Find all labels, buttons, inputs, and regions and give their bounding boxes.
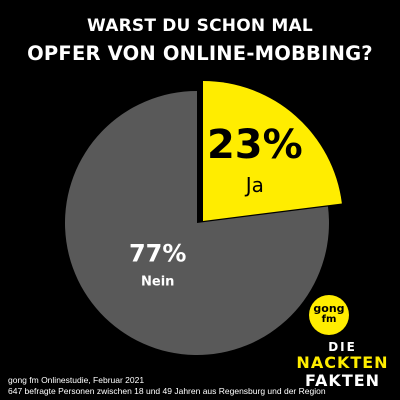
gong-fm-logo: gong fm [309,295,349,335]
gong-logo-text: gong [313,302,345,315]
pie-value-label-ja: 23% [207,122,303,168]
fm-logo-text: fm [321,314,337,325]
footer-source: gong fm Onlinestudie, Februar 2021 [8,375,145,385]
pie-slice-ja [203,81,342,221]
title-line-2: OPFER VON ONLINE-MOBBING? [27,42,373,65]
logo-nackten: NACKTEN [296,353,389,372]
pie-slices [65,81,342,355]
pie-category-label-nein: Nein [141,275,174,290]
pie-slice-nein [65,91,330,355]
logo-die: DIE [328,340,357,354]
title-line-1: WARST DU SCHON MAL [87,16,313,36]
pie-labels: 77% Nein 23% Ja [129,122,303,289]
pie-category-label-ja: Ja [244,173,264,197]
pie-value-label-nein: 77% [129,240,186,268]
footer-sample: 647 befragte Personen zwischen 18 und 49… [8,386,326,396]
logo-fakten: FAKTEN [304,371,381,390]
